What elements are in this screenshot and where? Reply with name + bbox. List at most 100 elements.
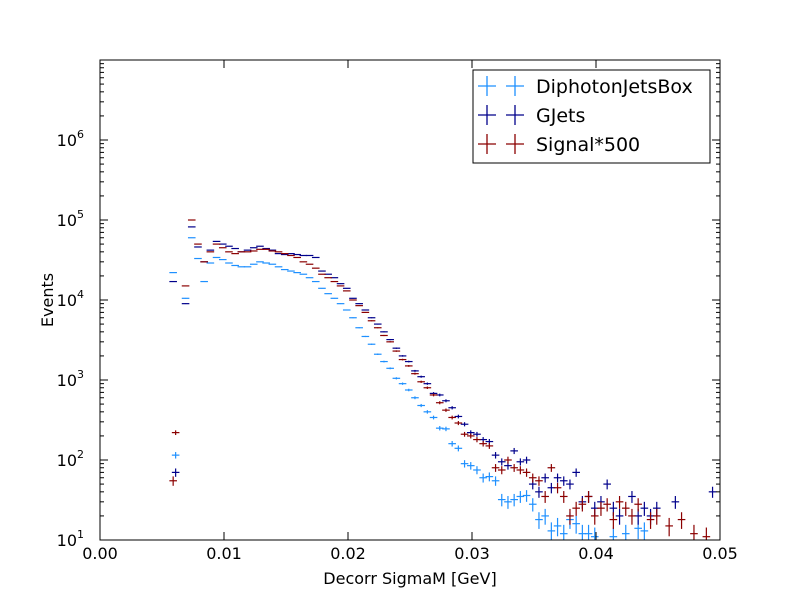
data-point	[324, 277, 332, 279]
data-point	[373, 353, 382, 355]
data-point	[690, 524, 698, 540]
data-point	[454, 421, 463, 426]
data-point	[516, 458, 525, 466]
data-point	[609, 512, 618, 529]
data-point	[392, 347, 401, 349]
data-point	[398, 358, 407, 361]
data-point	[590, 527, 599, 540]
data-point	[559, 491, 568, 503]
data-point	[640, 501, 649, 516]
data-point	[491, 452, 500, 459]
data-point	[621, 501, 630, 516]
data-point	[169, 280, 177, 283]
data-point	[181, 297, 190, 299]
data-point	[398, 382, 407, 385]
data-point	[628, 491, 636, 503]
data-point	[367, 320, 376, 322]
data-point	[330, 297, 339, 299]
data-point	[491, 476, 500, 486]
data-point	[522, 468, 531, 477]
data-point	[392, 350, 401, 352]
data-point	[336, 303, 345, 305]
data-point	[429, 393, 438, 397]
data-point	[535, 486, 543, 498]
data-point	[553, 482, 562, 494]
data-point	[572, 468, 580, 477]
data-point	[392, 377, 401, 380]
legend-label: Signal*500	[536, 134, 640, 156]
data-point	[355, 303, 363, 305]
legend: DiphotonJetsBox GJets Signal*500	[472, 69, 711, 164]
data-point	[336, 283, 345, 285]
data-point	[603, 479, 611, 490]
data-point	[504, 496, 512, 509]
data-point	[386, 338, 394, 341]
legend-marker	[478, 105, 496, 125]
data-point	[448, 415, 456, 420]
data-point	[516, 466, 525, 475]
legend-marker	[506, 105, 524, 125]
data-point	[615, 508, 624, 525]
x-tick-label: 0.02	[330, 544, 366, 563]
series-3	[169, 219, 711, 540]
data-point	[361, 335, 370, 338]
data-point	[559, 476, 568, 486]
data-point	[646, 512, 655, 529]
data-point	[460, 422, 469, 427]
data-point	[547, 464, 556, 472]
data-point	[479, 441, 487, 447]
data-point	[584, 524, 593, 540]
data-point	[460, 460, 469, 468]
data-point	[665, 517, 673, 537]
data-point	[355, 327, 363, 329]
x-tick-label: 0.04	[578, 544, 614, 563]
data-point	[423, 382, 432, 385]
data-point	[559, 524, 568, 540]
data-point	[553, 473, 562, 483]
series-1	[169, 237, 649, 540]
legend-entry: GJets	[478, 105, 585, 127]
data-point	[535, 512, 543, 529]
data-point	[702, 527, 711, 540]
data-point	[553, 517, 562, 537]
legend-marker	[478, 76, 496, 96]
data-point	[485, 472, 494, 482]
data-point	[603, 498, 611, 512]
series-layer	[169, 219, 717, 540]
data-point	[404, 388, 413, 392]
data-point	[584, 491, 593, 503]
data-point	[442, 399, 450, 403]
data-point	[541, 508, 549, 525]
legend-marker	[506, 76, 524, 96]
data-point	[373, 327, 382, 329]
data-point	[423, 410, 432, 414]
data-point	[541, 491, 549, 503]
data-point	[652, 508, 661, 525]
data-point	[435, 426, 444, 431]
data-point	[516, 491, 525, 503]
x-tick-label: 0.00	[82, 544, 118, 563]
data-point	[566, 508, 574, 525]
data-point	[181, 303, 190, 305]
data-point	[628, 508, 636, 525]
data-point	[324, 293, 332, 295]
data-point	[609, 527, 618, 540]
data-point	[522, 456, 531, 464]
data-point	[367, 317, 376, 319]
data-point	[417, 403, 425, 408]
data-point	[181, 285, 190, 287]
data-point	[454, 445, 463, 452]
data-point	[311, 280, 320, 283]
data-point	[373, 323, 382, 325]
data-point	[640, 522, 649, 540]
data-point	[200, 280, 208, 283]
data-point	[411, 372, 419, 375]
data-point	[448, 441, 456, 447]
data-point	[473, 466, 481, 475]
data-point	[386, 341, 394, 343]
data-point	[305, 277, 314, 279]
legend-label: GJets	[536, 105, 585, 127]
data-point	[417, 375, 425, 378]
data-point	[578, 498, 587, 512]
